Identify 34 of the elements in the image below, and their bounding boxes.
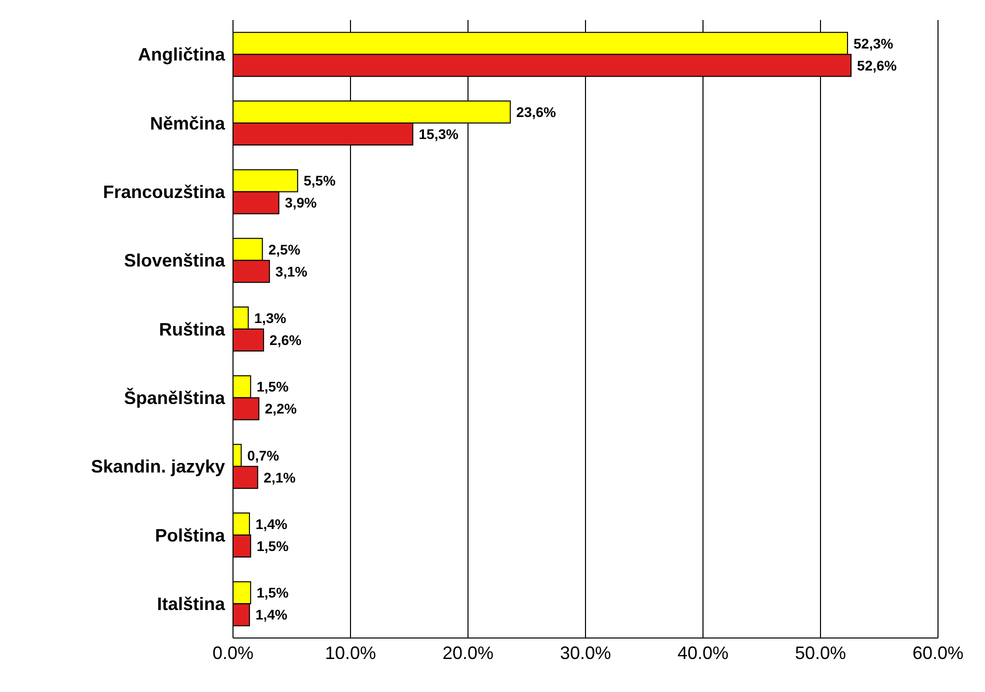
x-tick-label: 60.0% [912,642,964,663]
y-tick-label: Italština [156,594,226,614]
data-label: 52,3% [854,35,894,52]
y-tick-label: Polština [154,525,226,546]
x-tick-label: 20.0% [442,642,494,663]
data-label: 2,2% [264,400,298,417]
data-label: 5,5% [304,172,336,189]
data-label: 15,3% [418,126,460,142]
data-label: 0,7% [247,447,280,464]
data-label: 3,9% [284,194,318,211]
data-label: 1,5% [256,378,290,395]
data-label: 1,5% [256,538,290,554]
data-label: 1,3% [254,310,287,326]
data-label: 1,4% [255,606,288,623]
data-label: 2,5% [268,241,301,258]
data-label: 2,1% [264,469,296,486]
data-label: 3,1% [275,263,308,280]
data-label: 1,5% [256,584,290,601]
data-label: 2,6% [270,332,302,348]
data-label: 23,6% [516,104,557,120]
x-tick-label: 40.0% [677,642,729,663]
x-tick-label: 30.0% [560,642,612,663]
x-tick-label: 10.0% [324,642,376,663]
data-label: 52,6% [857,57,898,74]
x-tick-label: 0.0% [212,642,254,663]
data-label: 1,4% [255,516,288,532]
y-tick-label: Angličtina [138,44,226,65]
y-tick-label: Němčina [150,113,226,134]
y-tick-label: Ruština [158,319,226,340]
y-tick-label: Francouzština [102,182,226,202]
y-tick-label: Španělština [124,387,226,408]
y-tick-label: Skandin. jazyky [90,456,225,477]
x-tick-label: 50.0% [794,642,846,663]
y-tick-label: Slovenština [124,250,226,271]
